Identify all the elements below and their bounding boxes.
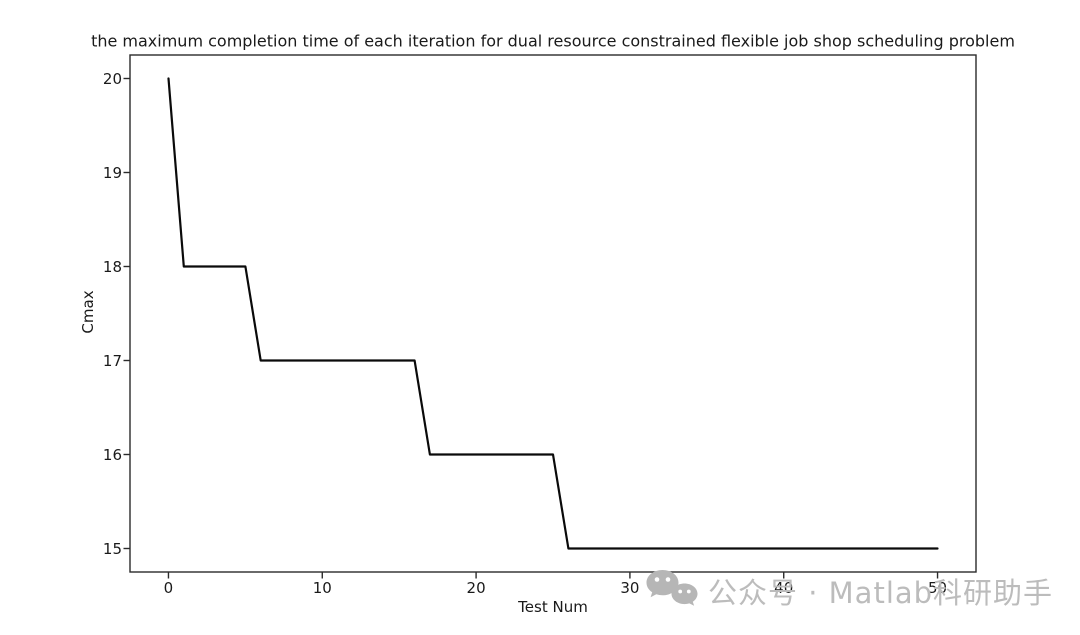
y-tick-label: 17 [102,351,122,370]
cmax-convergence-line [167,77,939,550]
x-tick-label: 0 [163,579,174,597]
tick-marks [123,77,939,579]
chart-title: the maximum completion time of each iter… [91,31,1015,51]
x-tick-label: 10 [312,579,332,597]
x-tick-label: 20 [466,579,486,597]
wechat-icon [646,570,698,606]
y-tick-label: 19 [102,163,122,182]
watermark-text: 公众号 · Matlab科研助手 [708,576,1054,610]
x-tick-label: 50 [927,579,948,597]
y-axis-label: Cmax [79,290,97,334]
y-tick-label: 20 [102,69,122,88]
y-tick-label: 15 [102,539,122,558]
x-tick-label: 30 [620,579,640,597]
x-axis-label: Test Num [518,598,588,616]
plot-area [129,54,977,573]
x-tick-label: 40 [774,579,794,597]
y-tick-label: 18 [102,257,122,276]
watermark: 公众号 · Matlab科研助手 [645,569,1053,613]
y-tick-label: 16 [102,445,122,464]
